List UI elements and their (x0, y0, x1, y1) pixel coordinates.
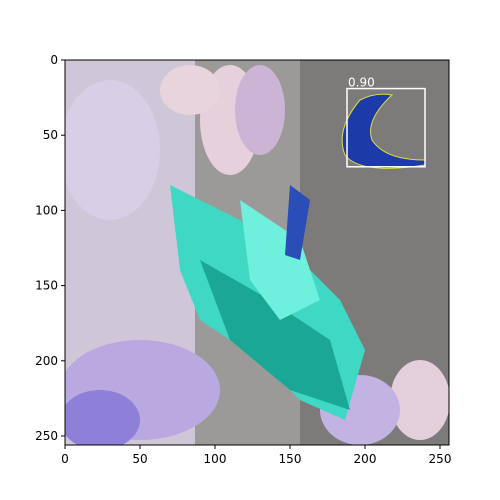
x-tick-label: 250 (429, 452, 452, 466)
x-tick-label: 100 (204, 452, 227, 466)
y-tick-label: 200 (35, 354, 58, 368)
x-tick-label: 0 (61, 452, 69, 466)
x-tick-label: 50 (132, 452, 147, 466)
y-tick-label: 250 (35, 429, 58, 443)
box-label: 0.90 (348, 76, 375, 90)
x-tick-label: 150 (279, 452, 302, 466)
x-tick-label: 200 (354, 452, 377, 466)
y-tick-label: 100 (35, 203, 58, 217)
y-tick-label: 0 (50, 53, 58, 67)
axes-frame (64, 59, 450, 446)
y-tick-label: 50 (43, 128, 58, 142)
y-tick-label: 150 (35, 279, 58, 293)
bounding-box (346, 87, 426, 168)
image (65, 60, 449, 445)
